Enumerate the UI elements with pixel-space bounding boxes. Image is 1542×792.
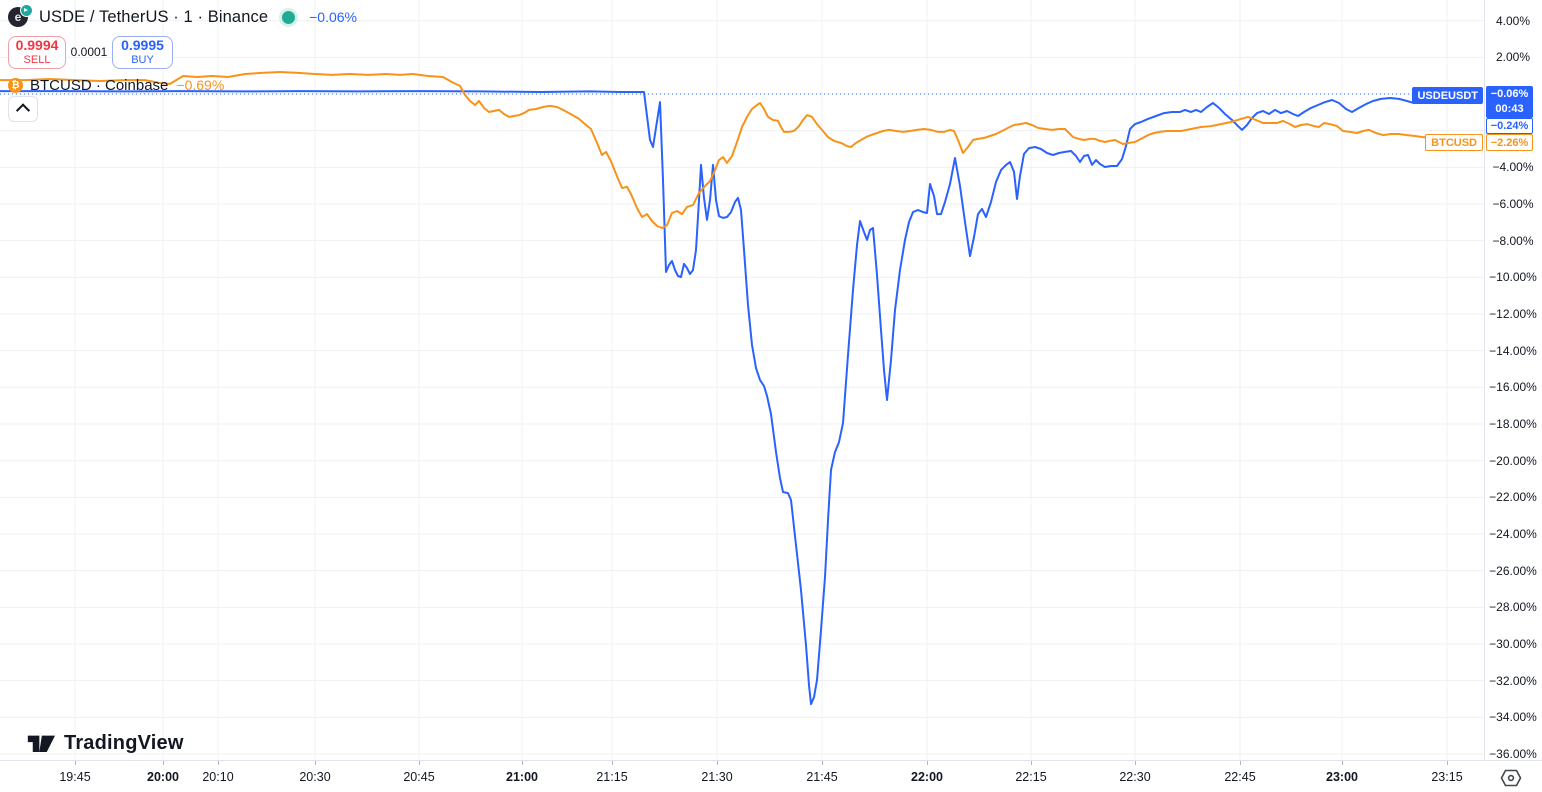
price-axis-label: −14.00% [1489,343,1537,358]
price-axis-label: −4.00% [1492,160,1534,175]
buy-button[interactable]: 0.9995 BUY [112,35,173,69]
legend-collapse-button[interactable] [8,96,38,122]
price-axis-label: −12.00% [1489,306,1537,321]
usde-last-change-tag[interactable]: −0.06% 00:43 [1486,86,1533,118]
time-axis-tick [315,761,316,765]
price-axis-label: −8.00% [1492,233,1534,248]
price-axis-label: −16.00% [1489,380,1537,395]
time-axis-tick [927,761,928,765]
time-axis-label: 23:00 [1326,770,1358,784]
time-axis-label: 20:45 [403,770,435,784]
time-axis-tick [1240,761,1241,765]
spread-value: 0.0001 [70,45,108,59]
time-axis-label: 21:30 [701,770,733,784]
main-series-legend-row[interactable]: e USDE / TetherUS · 1 · Binance −0.06% [8,4,357,30]
time-axis-label: 22:45 [1224,770,1256,784]
time-axis-tick [75,761,76,765]
price-axis-label: −6.00% [1492,196,1534,211]
usde-logo-badge-icon [20,4,33,17]
time-axis-tick [522,761,523,765]
usde-symbol-price-tag[interactable]: USDEUSDT [1412,87,1483,104]
bitcoin-icon: ₿ [8,77,23,93]
symbol-title: USDE / TetherUS · 1 · Binance [39,7,269,26]
buy-price: 0.9995 [121,36,164,53]
price-axis-label: −22.00% [1489,490,1537,505]
time-axis-tick [822,761,823,765]
order-buttons-row: 0.9994 SELL 0.0001 0.9995 BUY [8,35,357,69]
time-axis-label: 21:15 [596,770,628,784]
chart-legend: e USDE / TetherUS · 1 · Binance −0.06% 0… [8,4,357,95]
sell-price: 0.9994 [15,36,59,53]
price-axis-label: 2.00% [1495,50,1531,65]
chevron-up-icon [15,103,31,118]
sell-button[interactable]: 0.9994 SELL [8,35,66,69]
price-axis-label: −28.00% [1489,600,1537,615]
usde-change-value: −0.06% [1490,88,1529,101]
buy-label: BUY [131,54,154,67]
price-axis-label: −34.00% [1489,710,1537,725]
time-axis-tick [1342,761,1343,765]
time-axis-tick [419,761,420,765]
time-axis-tick [1135,761,1136,765]
time-axis-label: 22:30 [1119,770,1151,784]
compare-series-legend-row[interactable]: ₿ BTCUSD · Coinbase −0.69% [8,75,357,95]
usde-symbol-logo-icon: e [8,4,33,28]
bid-price-tag[interactable]: −0.24% [1486,118,1533,134]
price-axis-label: −10.00% [1489,270,1537,285]
time-axis-label: 22:15 [1015,770,1047,784]
time-axis-tick [1447,761,1448,765]
time-axis-label: 21:45 [806,770,838,784]
time-axis-tick [218,761,219,765]
compare-change-percent: −0.69% [176,77,225,93]
time-axis-tick [163,761,164,765]
time-axis-tick [612,761,613,765]
tradingview-logo-mark-icon [27,735,55,753]
tradingview-logo[interactable]: TradingView [26,729,184,757]
time-axis[interactable]: 19:45 20:00 20:10 20:30 20:45 21:00 21:15 21:30… [0,760,1542,792]
time-axis-tick [717,761,718,765]
time-axis-label: 21:00 [506,770,538,784]
btc-last-change-tag[interactable]: −2.26% [1486,134,1533,151]
symbol-change-percent: −0.06% [309,9,357,25]
time-axis-label: 19:45 [59,770,91,784]
bar-countdown-timer: 00:43 [1495,103,1524,115]
time-axis-tick [1031,761,1032,765]
time-axis-label: 20:10 [202,770,234,784]
price-axis-label: −30.00% [1489,636,1537,651]
price-axis-label: −24.00% [1489,526,1537,541]
time-axis-label: 20:30 [299,770,331,784]
price-axis-label: −26.00% [1489,563,1537,578]
price-axis-label: −32.00% [1489,673,1537,688]
time-axis-label: 20:00 [147,770,179,784]
time-axis-label: 23:15 [1431,770,1463,784]
sell-label: SELL [23,54,51,67]
btc-symbol-price-tag[interactable]: BTCUSD [1425,134,1483,151]
tradingview-brand-text: TradingView [64,731,184,754]
price-axis-label: −36.00% [1489,746,1537,761]
time-axis-label: 22:00 [911,770,943,784]
hexagon-settings-icon [1500,769,1522,787]
time-axis-settings-button[interactable] [1499,767,1523,792]
market-status-dot-icon [282,10,296,24]
price-axis-label: 4.00% [1495,13,1531,28]
price-axis-label: −18.00% [1489,416,1537,431]
compare-symbol-title: BTCUSD · Coinbase [30,76,169,94]
price-axis-label: −20.00% [1489,453,1537,468]
